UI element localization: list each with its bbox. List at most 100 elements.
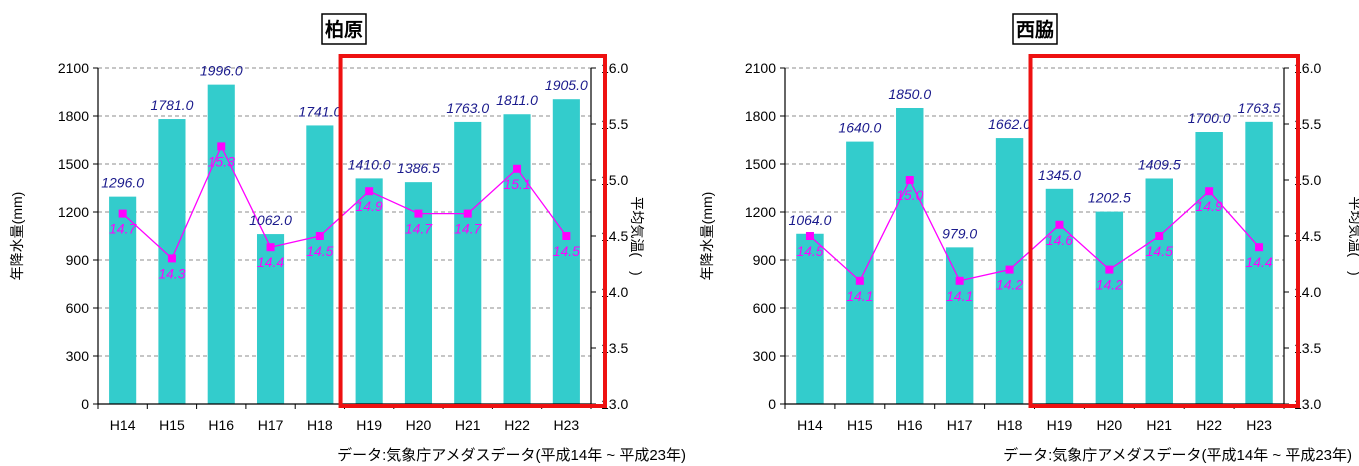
chart-title: 柏原 bbox=[325, 18, 363, 41]
x-tick-label: H15 bbox=[159, 417, 185, 433]
left-tick-label: 0 bbox=[768, 396, 776, 412]
x-tick-label: H16 bbox=[208, 417, 234, 433]
right-tick-label: 14.0 bbox=[601, 284, 628, 300]
bar-H20 bbox=[1095, 211, 1124, 404]
chart-title-box bbox=[321, 13, 367, 45]
left-tick-label: 1800 bbox=[745, 108, 776, 124]
left-tick-label: 2100 bbox=[58, 60, 89, 76]
right-tick-label: 14.0 bbox=[1294, 284, 1321, 300]
y2-axis-title: 平均気温( ) bbox=[1347, 196, 1359, 275]
bar-H17 bbox=[256, 234, 285, 404]
y-axis-title: 年降水量(mm) bbox=[9, 192, 25, 281]
chart-title: 西脇 bbox=[1016, 18, 1054, 41]
temperature-marker-H15 bbox=[855, 276, 864, 285]
right-tick-label: 13.0 bbox=[601, 396, 628, 412]
temperature-line bbox=[122, 144, 567, 260]
temperature-value-label: 15.0 bbox=[896, 187, 923, 203]
bar-H18 bbox=[306, 125, 334, 404]
left-tick-label: 300 bbox=[66, 348, 90, 364]
temperature-marker-H23 bbox=[562, 232, 571, 240]
left-tick-label: 1500 bbox=[58, 156, 89, 172]
temperature-marker-H17 bbox=[266, 243, 275, 252]
right-tick-label: 15.0 bbox=[1294, 172, 1321, 188]
bar-value-label: 1410.0 bbox=[348, 156, 391, 172]
temperature-value-label: 15.3 bbox=[208, 153, 235, 169]
x-tick-label: H14 bbox=[797, 417, 823, 433]
left-tick-label: 900 bbox=[753, 252, 777, 268]
left-tick-label: 1500 bbox=[745, 156, 776, 172]
temperature-marker-H16 bbox=[905, 176, 914, 184]
temperature-value-label: 14.5 bbox=[796, 243, 823, 259]
temperature-marker-H15 bbox=[167, 254, 176, 263]
bar-H23 bbox=[552, 99, 580, 404]
right-tick-label: 14.5 bbox=[601, 228, 628, 244]
left-tick-label: 300 bbox=[753, 348, 777, 364]
bar-H16 bbox=[207, 84, 235, 404]
bar-value-label: 1700.0 bbox=[1188, 110, 1231, 126]
bar-value-label: 1662.0 bbox=[988, 116, 1031, 132]
temperature-marker-H18 bbox=[315, 232, 324, 240]
bar-value-label: 1409.5 bbox=[1138, 156, 1181, 172]
temperature-value-label: 14.7 bbox=[109, 221, 137, 237]
right-tick-label: 13.5 bbox=[601, 340, 628, 356]
bar-value-label: 1781.0 bbox=[151, 97, 194, 113]
bar-H14 bbox=[109, 196, 137, 404]
left-tick-label: 600 bbox=[753, 300, 777, 316]
right-tick-label: 13.0 bbox=[1294, 396, 1321, 412]
temperature-value-label: 14.9 bbox=[1196, 198, 1223, 214]
x-tick-label: H19 bbox=[1047, 417, 1073, 433]
x-tick-label: H19 bbox=[356, 417, 382, 433]
x-tick-label: H22 bbox=[1196, 417, 1222, 433]
bar-value-label: 1386.5 bbox=[397, 160, 440, 176]
highlight-box bbox=[1028, 54, 1301, 408]
temperature-marker-H14 bbox=[805, 232, 814, 240]
bar-value-label: 1996.0 bbox=[200, 63, 243, 79]
bar-value-label: 1763.0 bbox=[446, 100, 489, 116]
bar-value-label: 1763.5 bbox=[1238, 100, 1281, 116]
bar-value-label: 1741.0 bbox=[298, 103, 341, 119]
x-tick-label: H14 bbox=[110, 417, 136, 433]
left-tick-label: 0 bbox=[81, 396, 89, 412]
temperature-value-label: 14.7 bbox=[405, 221, 433, 237]
temperature-value-label: 14.5 bbox=[1146, 243, 1173, 259]
temperature-marker-H17 bbox=[955, 276, 964, 285]
x-tick-label: H15 bbox=[847, 417, 873, 433]
temperature-marker-H22 bbox=[513, 164, 522, 173]
temperature-marker-H20 bbox=[414, 209, 423, 218]
bar-value-label: 1296.0 bbox=[101, 175, 144, 191]
chart-1: 柏原 0 300 600 900 1200 1500 1800 2100 13.0 13.5 14.0… bbox=[9, 13, 686, 464]
left-tick-label: 900 bbox=[66, 252, 90, 268]
bar-H14 bbox=[796, 233, 824, 404]
right-tick-label: 15.5 bbox=[601, 116, 628, 132]
temperature-marker-H21 bbox=[1155, 232, 1164, 240]
x-tick-label: H20 bbox=[1097, 417, 1123, 433]
x-tick-label: H22 bbox=[504, 417, 530, 433]
y-axis-title: 年降水量(mm) bbox=[699, 192, 715, 281]
bar-H23 bbox=[1245, 121, 1273, 404]
temperature-marker-H21 bbox=[463, 209, 472, 218]
temperature-value-label: 14.5 bbox=[553, 243, 580, 259]
left-tick-label: 1800 bbox=[58, 108, 89, 124]
temperature-value-label: 14.2 bbox=[996, 277, 1023, 293]
x-tick-label: H18 bbox=[307, 417, 333, 433]
source-note: データ:気象庁アメダスデータ(平成14年 ~ 平成23年) bbox=[337, 446, 686, 464]
temperature-value-label: 14.3 bbox=[158, 265, 185, 281]
x-tick-label: H21 bbox=[1146, 417, 1172, 433]
bar-H20 bbox=[404, 182, 433, 404]
temperature-value-label: 14.4 bbox=[257, 254, 284, 270]
left-tick-label: 600 bbox=[66, 300, 90, 316]
temperature-value-label: 14.7 bbox=[454, 221, 482, 237]
x-tick-label: H23 bbox=[1246, 417, 1272, 433]
bar-value-label: 1062.0 bbox=[249, 212, 292, 228]
x-tick-label: H21 bbox=[455, 417, 481, 433]
left-tick-label: 1200 bbox=[58, 204, 89, 220]
bar-H16 bbox=[896, 108, 924, 404]
right-tick-label: 16.0 bbox=[1294, 60, 1321, 76]
x-tick-label: H18 bbox=[997, 417, 1023, 433]
bar-value-label: 1811.0 bbox=[496, 92, 538, 108]
chart-title-box bbox=[1012, 13, 1058, 45]
left-tick-label: 1200 bbox=[745, 204, 776, 220]
temperature-value-label: 14.6 bbox=[1046, 232, 1073, 248]
x-tick-label: H17 bbox=[947, 417, 973, 433]
